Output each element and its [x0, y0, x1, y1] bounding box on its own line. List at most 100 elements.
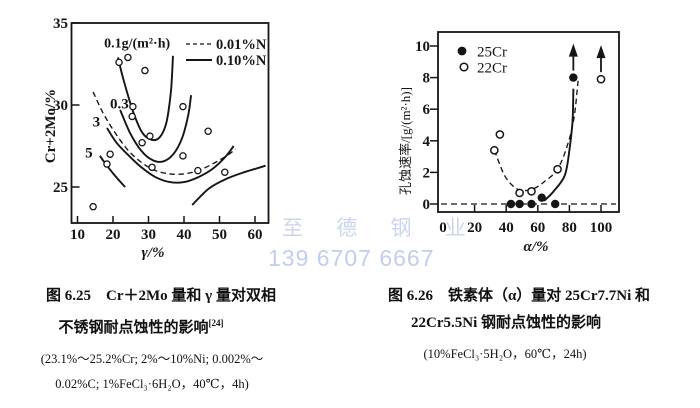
curve-solid [191, 164, 266, 206]
arrow-head [568, 43, 578, 57]
caption-conditions-line1: (10%FeCl₃·5H₂O，60℃，24h) [423, 347, 587, 361]
data-point [103, 160, 111, 168]
legend-label: 0.01%N [216, 37, 267, 53]
y-tick-label: 35 [53, 16, 68, 32]
data-point-open [495, 130, 505, 139]
x-tick-label: 10 [70, 227, 85, 243]
curve-labels: 0.1g/(m²·h) 0.3 35 [85, 37, 170, 162]
x-tick-label: 20 [106, 227, 121, 243]
x-tick-label: 60 [530, 220, 545, 236]
caption-title-line1: 图 6.25 Cr＋2Mo 量和 γ 量对双相 [46, 288, 276, 304]
y-tick-label: 0 [423, 197, 431, 213]
data-point-open [515, 188, 524, 198]
caption-conditions-line2: 0.02%C; 1%FeCl₃·6H₂O，40℃，4h) [55, 377, 249, 391]
off-scale-arrow [596, 45, 606, 73]
data-point-filled [550, 199, 560, 209]
annotation-label: 5 [85, 146, 93, 162]
x-tick-label: 40 [499, 220, 514, 236]
x-tick-label: 30 [141, 227, 156, 243]
y-axis-title: Cr+2Mo/% [43, 89, 59, 163]
x-tick-label: 40 [177, 227, 192, 243]
data-point-open [490, 145, 499, 155]
curve-solid [99, 155, 126, 188]
data-points [89, 53, 229, 211]
charts-svg: 10 20 30 40 50 60253035γ/%Cr+2Mo/%0.1g/(m²·h)… [43, 16, 620, 261]
trend-curve-dashed [493, 80, 579, 192]
legend-marker-filled [457, 46, 467, 56]
reference-superscript: [24] [208, 318, 224, 328]
data-point [106, 150, 114, 158]
data-point-open [527, 187, 536, 196]
x-axis: 0 20 40 60 80 100 [439, 205, 612, 236]
legend-marker-open [459, 62, 469, 72]
x-tick-label: 100 [590, 220, 613, 236]
y-axis: 25 30 35 [53, 16, 80, 196]
x-tick-label: 60 [248, 227, 263, 243]
data-point [194, 166, 202, 175]
figure-charts-canvas: 10 20 30 40 50 60 25 30 35 γ/% Cr+2Mo/% 0.1g/(m²·h)… [43, 16, 620, 261]
data-point-filled [515, 199, 524, 209]
data-point-filled [569, 73, 578, 82]
data-point-filled [527, 199, 536, 209]
data-point-filled [506, 199, 516, 209]
data-point-open [596, 74, 606, 84]
x-tick-label: 20 [467, 220, 482, 236]
data-point-open [553, 164, 562, 174]
plot-frame [70, 22, 270, 224]
data-point [179, 102, 187, 111]
chart-fig-6-26: 0 20 40 60 80 100 0 2 4 6 8 10 α/% 孔蚀速率/[g/(m²·h)] 25C… [398, 31, 620, 255]
arrow-head [596, 45, 606, 59]
y-tick-label: 2 [423, 165, 431, 181]
x-axis: 10 20 30 40 50 60 [70, 216, 263, 243]
data-point [146, 132, 154, 140]
legend: 0.01%N0.10%N [186, 37, 267, 69]
caption-title-line1: 图 6.26 铁素体（α）量对 25Cr7.7Ni 和 [387, 288, 651, 304]
series-25Cr [506, 43, 578, 209]
y-tick-label: 6 [423, 102, 431, 118]
chart-fig-6-25: 10 20 30 40 50 60 25 30 35 γ/% Cr+2Mo/% 0.1g/(m²·h)… [43, 16, 270, 261]
caption-title-line2: 22Cr5.5Ni 钢耐点蚀性的影响 [411, 315, 601, 331]
x-axis-title: γ/% [142, 245, 165, 261]
data-point [204, 127, 212, 135]
caption-title-line2: 不锈钢耐点蚀性的影响[24] [58, 318, 224, 336]
off-scale-arrow [568, 43, 578, 71]
data-point [148, 163, 156, 172]
annotation-label: 0.1g/(m²·h) [104, 37, 170, 52]
data-point [115, 58, 123, 67]
curve-solid [106, 127, 235, 184]
y-axis-title: 孔蚀速率/[g/(m²·h)] [398, 87, 413, 195]
caption-conditions-line1: (23.1%～25.2%Cr; 2%～10%Ni; 0.002%～ [40, 352, 264, 366]
figure-6-26-caption: 图 6.26 铁素体（α）量对 25Cr7.7Ni 和 22Cr5.5Ni 钢耐… [354, 283, 684, 367]
y-tick-label: 25 [53, 180, 68, 196]
y-tick-label: 8 [423, 71, 431, 87]
y-tick-label: 4 [423, 134, 431, 150]
y-axis: 0 2 4 6 8 10 [415, 39, 438, 213]
data-point [138, 138, 146, 147]
x-axis-title: α/% [524, 239, 549, 255]
data-point [141, 66, 149, 75]
trend-curve-solid [543, 88, 575, 202]
y-tick-label: 10 [415, 39, 430, 55]
annotation-label: 0.3 [110, 96, 129, 112]
data-point [128, 112, 136, 121]
data-point [221, 168, 229, 176]
x-tick-label: 80 [562, 220, 577, 236]
data-point [89, 202, 97, 211]
data-point-filled [537, 193, 546, 202]
x-tick-label: 0 [439, 220, 447, 236]
figure-6-25-caption: 图 6.25 Cr＋2Mo 量和 γ 量对双相 不锈钢耐点蚀性的影响[24] (… [0, 283, 322, 397]
legend-label: 22Cr [477, 61, 507, 77]
annotation-label: 3 [93, 114, 101, 130]
legend-label: 25Cr [477, 45, 507, 61]
plot-frame [437, 31, 620, 213]
data-point [124, 53, 132, 62]
iso-corrosion-rate-curves [92, 55, 266, 206]
curve-solid [119, 95, 193, 163]
curve-dashed [92, 91, 236, 175]
series-22Cr [490, 45, 606, 198]
data-point [129, 102, 137, 111]
x-tick-label: 50 [212, 227, 227, 243]
legend-label: 0.10%N [216, 53, 267, 69]
